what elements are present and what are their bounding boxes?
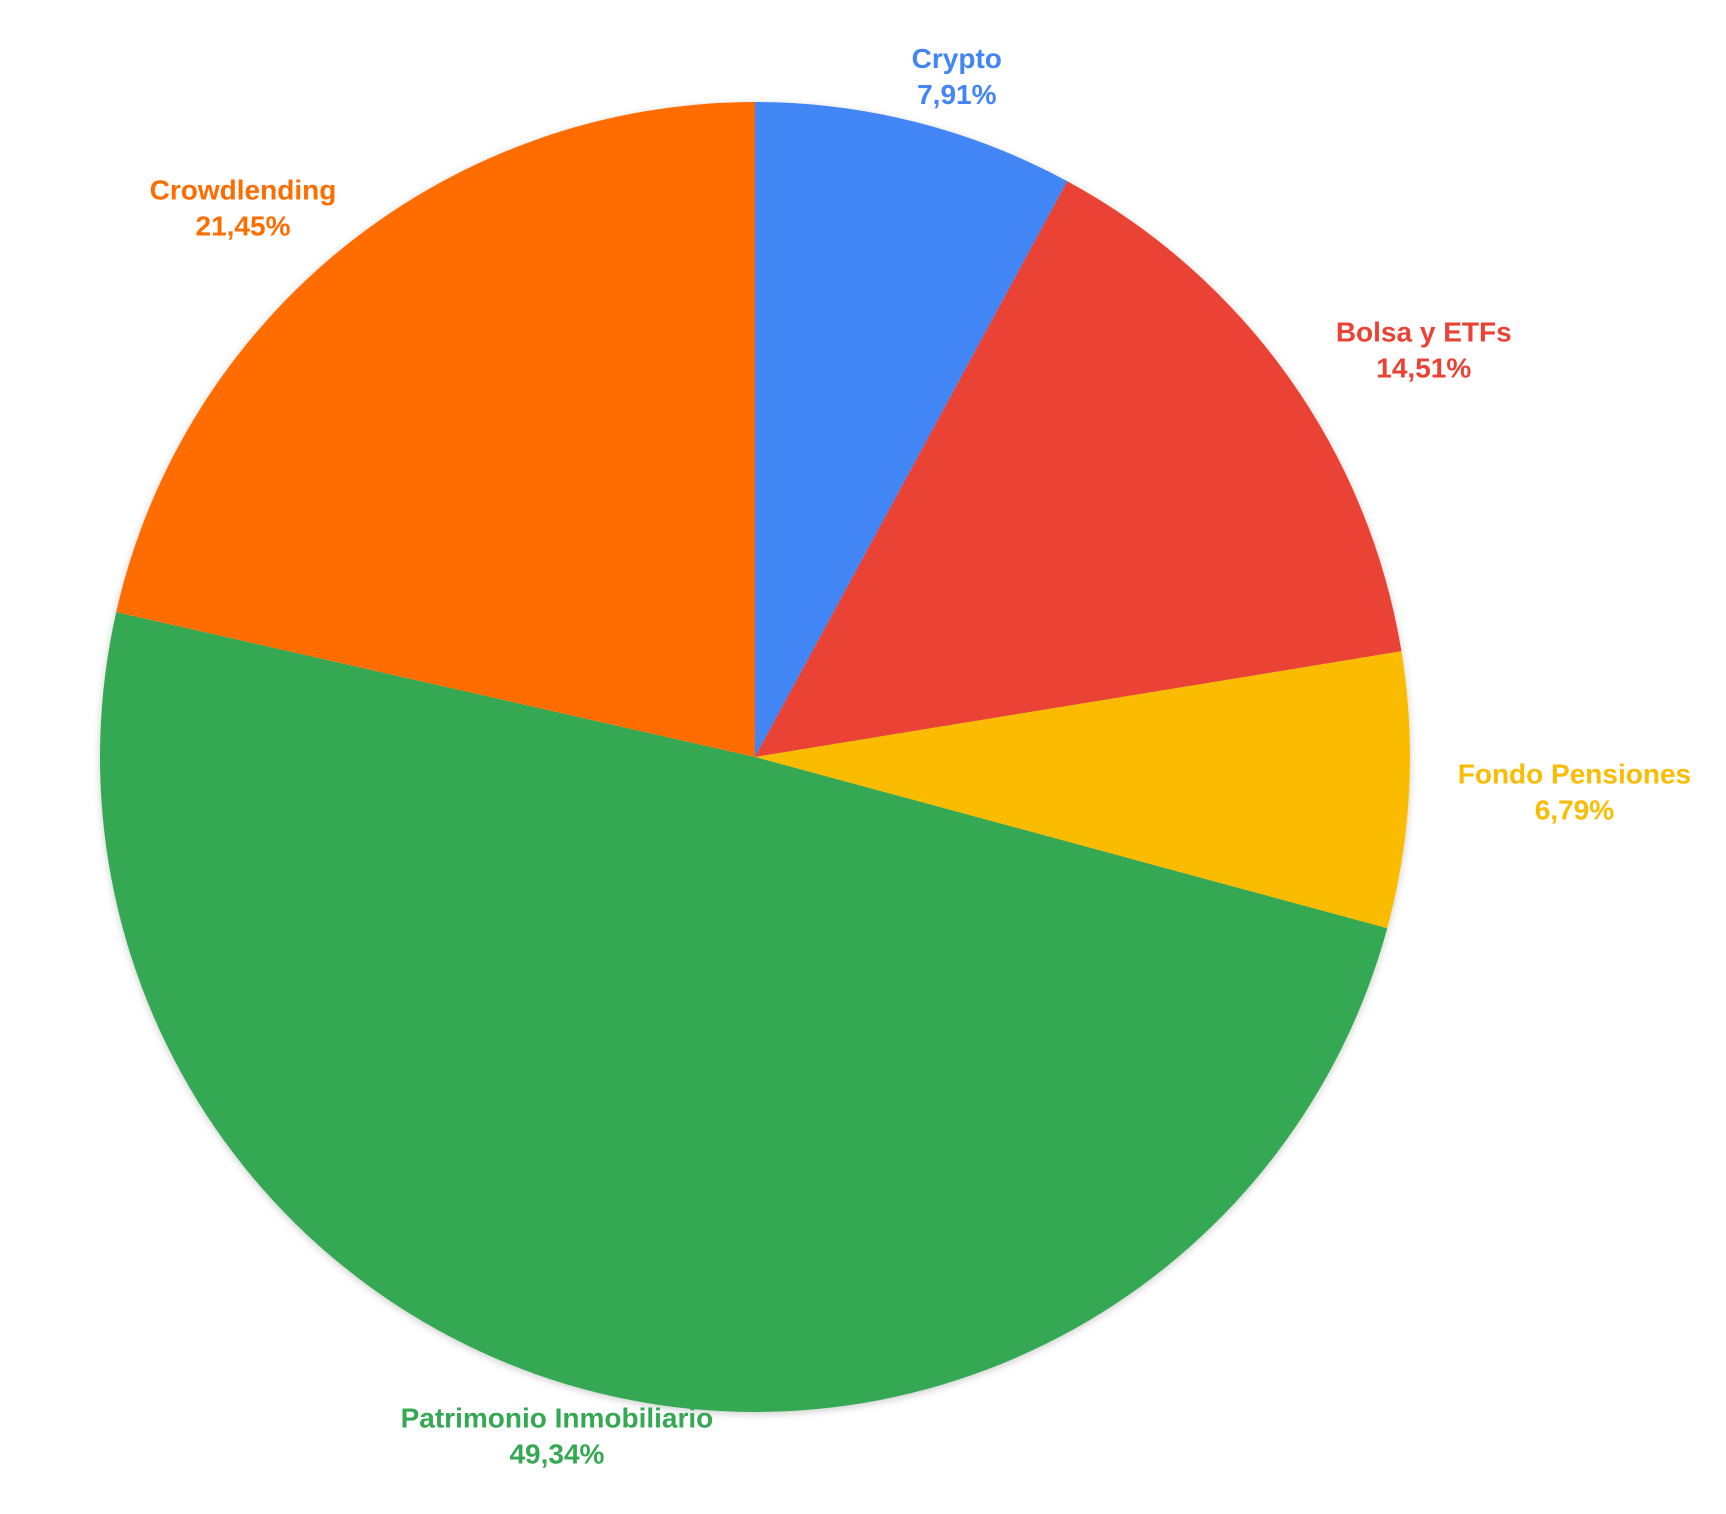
slice-label: Crowdlending xyxy=(150,175,337,206)
pie-slice xyxy=(755,102,1068,757)
slice-value-label: 6,79% xyxy=(1535,794,1614,825)
slice-value-label: 21,45% xyxy=(196,211,291,242)
slice-value-label: 14,51% xyxy=(1376,352,1471,383)
pie-slice xyxy=(99,612,1388,1413)
slice-value-label: 7,91% xyxy=(917,79,996,110)
pie-slice xyxy=(116,102,755,757)
pie-slice xyxy=(755,651,1410,929)
slice-label: Patrimonio Inmobiliario xyxy=(401,1403,714,1434)
pie xyxy=(99,102,1410,1413)
slice-label: Bolsa y ETFs xyxy=(1336,316,1512,347)
pie-slice xyxy=(755,181,1402,758)
slice-value-label: 49,34% xyxy=(509,1439,604,1470)
slice-label: Fondo Pensiones xyxy=(1458,758,1691,789)
slice-label: Crypto xyxy=(912,43,1002,74)
